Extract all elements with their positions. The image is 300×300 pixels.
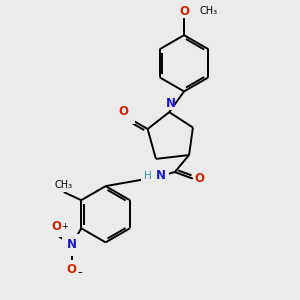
Text: H: H: [144, 171, 152, 181]
Text: CH₃: CH₃: [55, 180, 73, 190]
Text: O: O: [67, 263, 76, 276]
Text: -: -: [77, 266, 82, 279]
Text: O: O: [195, 172, 205, 185]
Text: N: N: [155, 169, 165, 182]
Text: O: O: [179, 5, 189, 18]
Text: +: +: [61, 222, 68, 231]
Text: O: O: [51, 220, 61, 233]
Text: N: N: [165, 97, 176, 110]
Text: CH₃: CH₃: [200, 7, 217, 16]
Text: O: O: [118, 105, 129, 118]
Text: N: N: [67, 238, 76, 251]
